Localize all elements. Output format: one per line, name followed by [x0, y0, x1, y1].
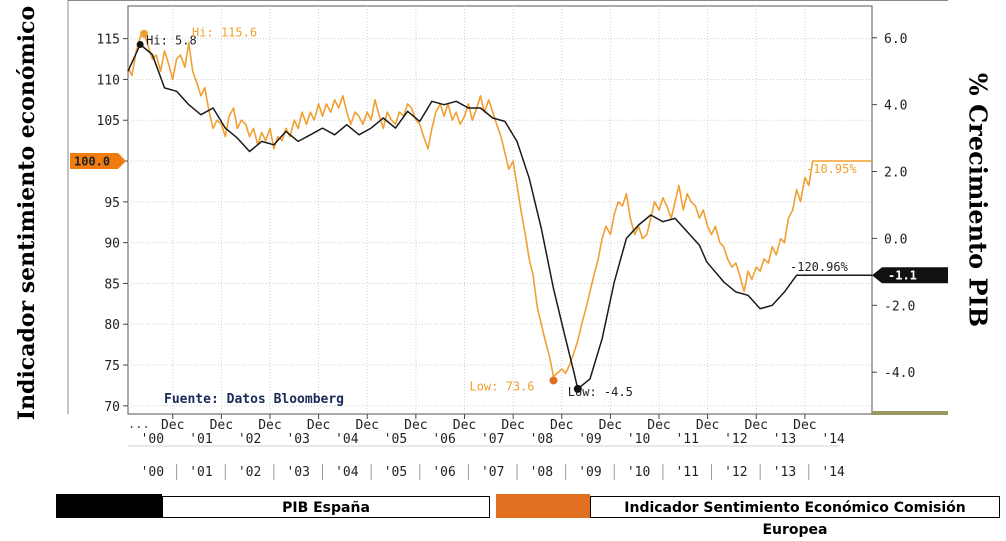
x-tick-year: '02: [238, 432, 261, 447]
plot-area: [127, 5, 873, 415]
x-tick-year: '05: [384, 432, 407, 447]
x-tick-year-secondary: '14: [821, 465, 845, 480]
right-tick-label: 6.0: [884, 32, 907, 47]
x-tick-year-secondary: '04: [335, 465, 359, 480]
marker-hi-sentiment: [140, 29, 149, 38]
gdp-value-tag-text: -1.1: [888, 269, 917, 283]
x-tick-dec: Dec: [696, 418, 719, 433]
x-tick-year: '11: [675, 432, 698, 447]
sentiment-value-tag: [70, 153, 126, 170]
x-tick-year: '13: [773, 432, 796, 447]
right-tick-label: 2.0: [884, 166, 907, 181]
x-tick-year: '04: [335, 432, 359, 447]
x-tick-year-secondary: '09: [578, 465, 601, 480]
x-tick-dec: Dec: [453, 418, 476, 433]
x-ellipsis: ...: [128, 417, 150, 431]
x-tick-dec: Dec: [793, 418, 816, 433]
x-tick-year-secondary: '03: [286, 465, 309, 480]
marker-low-sentiment: [549, 376, 558, 385]
x-tick-year: '03: [286, 432, 309, 447]
left-tick-label: 90: [104, 237, 120, 252]
x-tick-year-secondary: '08: [530, 465, 553, 480]
annotation-low-gdp: Low: -4.5: [568, 385, 633, 399]
x-tick-year-secondary: '11: [675, 465, 698, 480]
x-tick-year: '01: [189, 432, 212, 447]
x-tick-year-secondary: '00: [141, 465, 164, 480]
annotation-hi-sentiment: Hi: 115.6: [192, 26, 257, 40]
x-tick-year: '00: [141, 432, 164, 447]
x-tick-dec: Dec: [501, 418, 524, 433]
annotation-hi-gdp: Hi: 5.8: [146, 33, 197, 47]
source-note: Fuente: Datos Bloomberg: [164, 392, 344, 407]
series-line-sentiment: [127, 32, 872, 378]
x-tick-year-secondary: '02: [238, 465, 261, 480]
right-tick-label: 4.0: [884, 99, 907, 114]
x-tick-year-secondary: '06: [432, 465, 455, 480]
x-tick-dec: Dec: [550, 418, 573, 433]
gdp-value-tag: [872, 267, 948, 284]
left-tick-label: 105: [97, 114, 120, 129]
chart-figure: Indicador sentimiento económico % Crecim…: [14, 0, 1000, 538]
x-tick-dec: Dec: [210, 418, 233, 433]
annotation-gdp-pct: -120.96%: [790, 260, 849, 274]
x-tick-dec: Dec: [599, 418, 622, 433]
annotation-low-sentiment: Low: 73.6: [469, 379, 534, 393]
legend-swatch-gdp: [56, 494, 162, 518]
left-tick-label: 110: [97, 73, 120, 88]
axis-strip: [872, 411, 948, 415]
legend-swatch-sentiment: [496, 494, 590, 518]
sentiment-value-tag-text: 100.0: [74, 155, 110, 169]
x-tick-year: '10: [627, 432, 650, 447]
right-tick-label: -2.0: [884, 299, 915, 314]
series-line-gdp: [127, 43, 872, 390]
left-tick-label: 70: [104, 400, 120, 415]
legend-label-sentiment: Indicador Sentimiento Económico Comisión…: [590, 496, 1000, 538]
legend-label-gdp: PIB España: [162, 496, 490, 518]
left-tick-label: 80: [104, 318, 120, 333]
x-tick-dec: Dec: [647, 418, 670, 433]
x-tick-year: '08: [530, 432, 553, 447]
x-tick-year-secondary: '12: [724, 465, 747, 480]
annotation-sentiment-pct: -10.95%: [806, 162, 857, 176]
x-tick-year-secondary: '07: [481, 465, 504, 480]
marker-low-gdp: [573, 384, 582, 393]
x-tick-year: '07: [481, 432, 504, 447]
x-tick-dec: Dec: [307, 418, 330, 433]
x-tick-dec: Dec: [404, 418, 427, 433]
left-tick-label: 95: [104, 196, 120, 211]
x-tick-year: '09: [578, 432, 601, 447]
left-tick-label: 75: [104, 359, 120, 374]
x-tick-year-secondary: '05: [384, 465, 407, 480]
x-tick-year: '14: [821, 432, 845, 447]
x-tick-dec: Dec: [356, 418, 379, 433]
x-tick-year: '12: [724, 432, 747, 447]
right-tick-label: 0.0: [884, 232, 907, 247]
right-tick-label: -4.0: [884, 366, 915, 381]
x-tick-year-secondary: '10: [627, 465, 650, 480]
x-tick-dec: Dec: [258, 418, 281, 433]
x-tick-dec: Dec: [161, 418, 184, 433]
left-tick-label: 115: [97, 33, 120, 48]
x-tick-year: '06: [432, 432, 455, 447]
x-tick-dec: Dec: [745, 418, 768, 433]
left-tick-label: 85: [104, 277, 120, 292]
marker-hi-gdp: [136, 40, 144, 48]
x-tick-year-secondary: '01: [189, 465, 212, 480]
chart-canvas: 7075808590951001051101156.04.02.00.0-2.0…: [67, 0, 948, 480]
x-tick-year-secondary: '13: [773, 465, 796, 480]
